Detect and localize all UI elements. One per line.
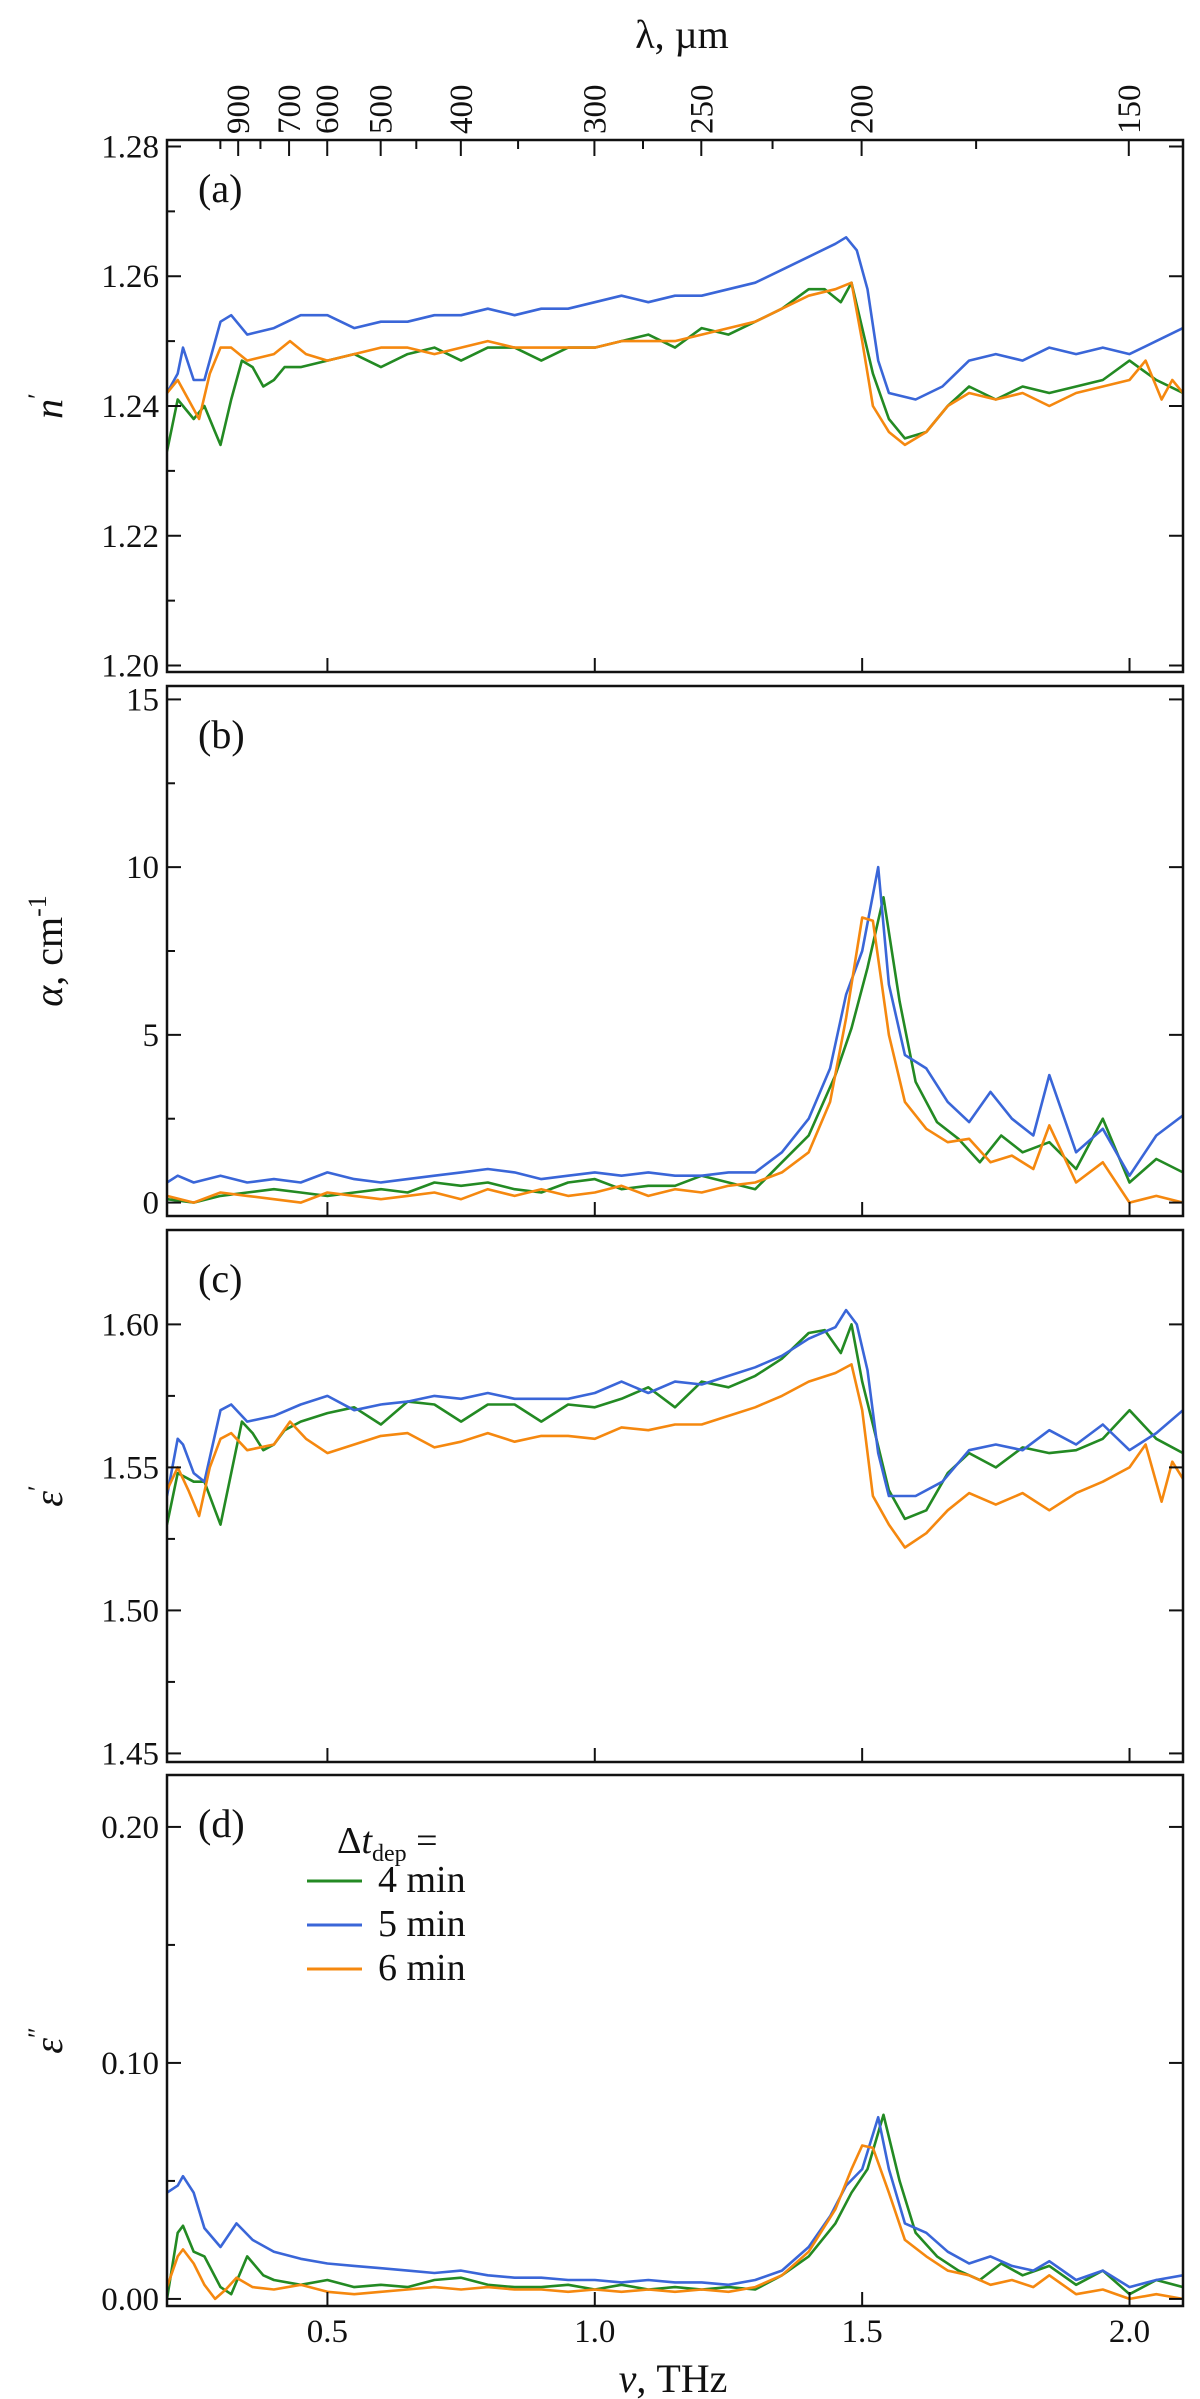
top-tick-label-3: 500 xyxy=(364,85,400,135)
top-tick-label-7: 200 xyxy=(845,85,881,135)
panel-b-series xyxy=(167,865,1183,1204)
panel-a: 1.20 1.22 1.24 1.26 1.28 (a) n′ xyxy=(23,129,1185,685)
top-tick-label-6: 250 xyxy=(684,85,720,135)
y-tick-label-d-2: 0.20 xyxy=(101,1810,159,1846)
panel-a-series xyxy=(167,236,1183,452)
top-tick-label-0: 900 xyxy=(221,85,257,135)
panel-b: 0 5 10 15 (b) α, cm-1 xyxy=(23,682,1185,1222)
panel-label-c: (c) xyxy=(198,1256,242,1301)
y-tick-label-c-2: 1.55 xyxy=(101,1450,159,1486)
top-tick-label-1: 700 xyxy=(272,85,308,135)
y-axis-title-sup-b: -1 xyxy=(23,895,52,917)
y-tick-label-d-0: 0.00 xyxy=(101,2282,159,2318)
series-line-c-5-min xyxy=(167,1308,1183,1498)
x-tick-label-2: 1.5 xyxy=(842,2314,883,2350)
y-axis-title-d: ε″ xyxy=(23,2027,71,2054)
legend-label-5-min: 5 min xyxy=(378,1903,466,1945)
legend-title-eq: = xyxy=(407,1820,438,1862)
series-line-c-6-min xyxy=(167,1363,1183,1549)
y-tick-label-b-1: 5 xyxy=(143,1018,160,1054)
series-line-a-4-min xyxy=(167,281,1183,452)
top-wavelength-axis: 900 700 600 500 400 300 250 200 150 λ, µm xyxy=(219,12,1148,156)
x-axis-title: ν, THz xyxy=(619,2356,728,2399)
y-tick-label-a-3: 1.26 xyxy=(101,259,159,295)
y-tick-label-a-4: 1.28 xyxy=(101,129,159,165)
legend-label-6-min: 6 min xyxy=(378,1947,466,1989)
y-tick-label-b-2: 10 xyxy=(126,850,159,886)
series-line-b-6-min xyxy=(167,916,1183,1204)
y-tick-label-c-0: 1.45 xyxy=(101,1736,159,1772)
panel-label-b: (b) xyxy=(198,712,245,757)
top-tick-label-5: 300 xyxy=(577,85,613,135)
y-axis-title-var-b: α xyxy=(26,985,71,1007)
series-line-b-5-min xyxy=(167,865,1183,1184)
panel-label-a: (a) xyxy=(198,166,242,211)
y-tick-label-b-0: 0 xyxy=(143,1186,160,1222)
top-axis-title: λ, µm xyxy=(635,12,729,57)
bottom-frequency-axis: 0.5 1.0 1.5 2.0 ν, THz xyxy=(307,2314,1150,2399)
y-axis-title-var-a: n xyxy=(26,399,71,419)
top-tick-label-4: 400 xyxy=(444,85,480,135)
legend-title-var: t xyxy=(361,1820,373,1862)
y-tick-label-c-1: 1.50 xyxy=(101,1593,159,1629)
series-line-d-5-min xyxy=(167,2115,1183,2289)
top-tick-label-2: 600 xyxy=(310,85,346,135)
y-axis-title-sup-d: ″ xyxy=(23,2027,52,2038)
panel-d-series xyxy=(167,2113,1183,2301)
series-line-a-5-min xyxy=(167,236,1183,401)
panel-frame-a xyxy=(165,138,1185,674)
series-line-a-6-min xyxy=(167,281,1183,447)
y-tick-label-d-1: 0.10 xyxy=(101,2046,159,2082)
legend-title: Δtdep = xyxy=(337,1820,438,1867)
y-axis-title-a: n′ xyxy=(23,393,71,419)
x-axis-title-var: ν xyxy=(619,2356,637,2399)
series-line-b-4-min xyxy=(167,896,1183,1204)
panel-c: 1.45 1.50 1.55 1.60 (c) ε′ xyxy=(23,1228,1185,1772)
y-axis-title-var-d: ε xyxy=(26,2038,71,2054)
series-line-c-4-min xyxy=(167,1323,1183,1526)
x-axis-title-unit: , THz xyxy=(636,2356,727,2399)
x-tick-label-0: 0.5 xyxy=(307,2314,348,2350)
legend-label-4-min: 4 min xyxy=(378,1859,466,1901)
y-tick-label-c-3: 1.60 xyxy=(101,1307,159,1343)
panel-frame-b xyxy=(165,684,1185,1218)
y-tick-label-a-2: 1.24 xyxy=(101,389,159,425)
panel-label-d: (d) xyxy=(198,1801,245,1846)
panel-c-series xyxy=(167,1308,1183,1549)
y-axis-title-sup-a: ′ xyxy=(23,393,52,399)
x-tick-label-3: 2.0 xyxy=(1109,2314,1150,2350)
panel-d: 0.00 0.10 0.20 (d) ε″ xyxy=(23,1773,1185,2318)
y-tick-label-a-0: 1.20 xyxy=(101,649,159,685)
y-axis-title-c: ε′ xyxy=(23,1485,71,1506)
y-tick-label-a-1: 1.22 xyxy=(101,519,159,555)
y-axis-title-b: α, cm-1 xyxy=(23,895,71,1007)
legend-title-sub: dep xyxy=(372,1841,407,1867)
top-tick-label-8: 150 xyxy=(1112,85,1148,135)
panel-frame-c xyxy=(165,1228,1185,1764)
y-axis-title-unit-b: , cm xyxy=(26,917,71,986)
panel-frame-d xyxy=(165,1773,1185,2308)
legend-title-delta: Δ xyxy=(337,1820,361,1862)
x-tick-label-1: 1.0 xyxy=(574,2314,615,2350)
y-tick-label-b-3: 15 xyxy=(126,682,159,718)
y-axis-title-var-c: ε xyxy=(26,1491,71,1507)
y-axis-title-sup-c: ′ xyxy=(23,1485,52,1491)
series-line-d-6-min xyxy=(167,2144,1183,2301)
